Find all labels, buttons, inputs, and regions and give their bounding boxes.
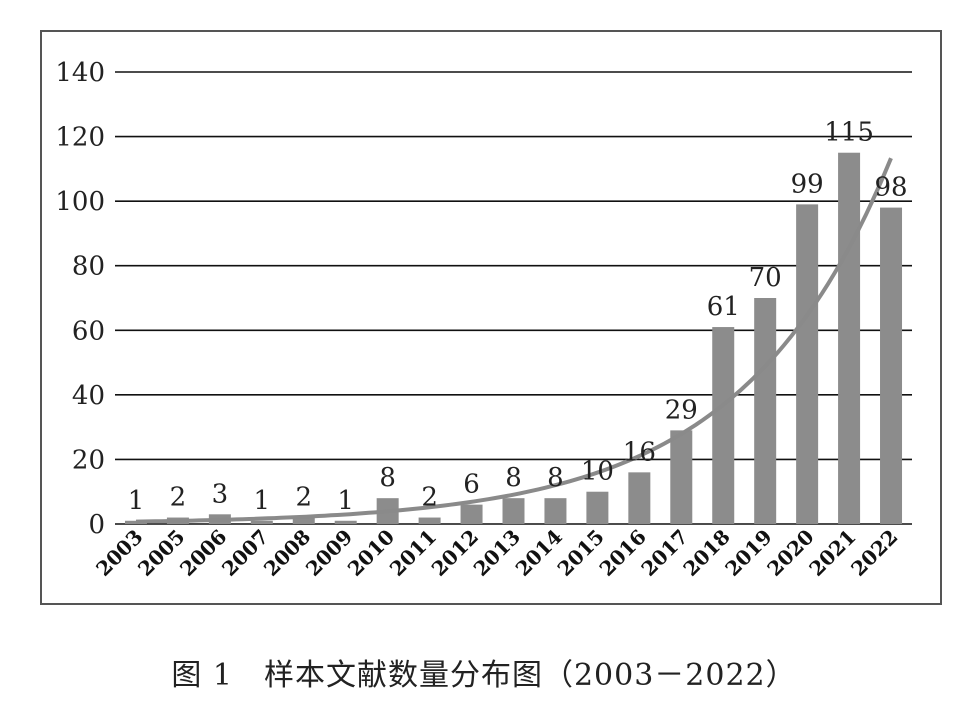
y-tick-label: 40 <box>72 381 105 411</box>
bar <box>544 498 567 524</box>
bar <box>124 520 147 524</box>
data-label: 2 <box>170 483 187 513</box>
data-label: 6 <box>463 470 480 500</box>
data-label: 1 <box>254 486 271 516</box>
x-tick-label: 2011 <box>385 525 441 581</box>
bar <box>460 504 483 524</box>
gridlines <box>115 71 912 525</box>
x-tick-label: 2022 <box>846 525 902 581</box>
bar <box>502 498 525 524</box>
data-label: 2 <box>421 483 438 513</box>
chart-frame <box>40 30 942 605</box>
x-tick-label: 2017 <box>636 525 692 581</box>
x-tick-label: 2009 <box>301 525 357 581</box>
data-label: 61 <box>707 292 740 322</box>
x-tick-label: 2019 <box>720 525 776 581</box>
x-tick-label: 2014 <box>511 525 567 581</box>
data-label: 1 <box>337 486 354 516</box>
x-tick-label: 2013 <box>469 525 525 581</box>
y-axis-tick-labels: 0 20 40 60 80 100 120 140 <box>55 58 105 540</box>
data-label: 70 <box>749 263 782 293</box>
y-tick-label: 100 <box>55 187 105 217</box>
x-tick-label: 2015 <box>553 525 609 581</box>
x-tick-label: 2012 <box>427 525 483 581</box>
bar <box>796 204 819 524</box>
x-tick-label: 2018 <box>678 525 734 581</box>
y-tick-label: 120 <box>55 123 105 153</box>
bar <box>292 517 315 524</box>
x-tick-label: 2021 <box>804 525 860 581</box>
y-tick-label: 60 <box>72 316 105 346</box>
data-label: 115 <box>824 118 874 148</box>
data-label: 2 <box>295 483 312 513</box>
data-label: 3 <box>212 479 229 509</box>
x-axis-tick-labels: 2003200520062007200820092010201120122013… <box>91 525 902 581</box>
x-tick-label: 2016 <box>595 525 651 581</box>
x-tick-label: 2005 <box>133 525 189 581</box>
bar <box>838 152 861 524</box>
bar <box>670 430 693 524</box>
bar <box>628 472 651 524</box>
bar <box>250 520 273 524</box>
bars <box>124 152 903 524</box>
data-label: 10 <box>581 457 614 487</box>
data-label: 8 <box>547 463 564 493</box>
x-tick-label: 2010 <box>343 525 399 581</box>
x-tick-label: 2006 <box>175 525 231 581</box>
trendline <box>135 157 893 524</box>
bar <box>334 520 357 524</box>
bar <box>754 298 777 524</box>
data-label: 99 <box>791 169 824 199</box>
y-tick-label: 0 <box>88 510 105 540</box>
y-tick-label: 80 <box>72 252 105 282</box>
data-label: 98 <box>874 173 907 203</box>
y-tick-label: 140 <box>55 58 105 88</box>
data-label: 29 <box>665 395 698 425</box>
bar <box>418 517 441 524</box>
x-tick-label: 2007 <box>217 525 273 581</box>
data-label: 16 <box>623 437 656 467</box>
x-tick-label: 2008 <box>259 525 315 581</box>
data-label: 1 <box>128 486 145 516</box>
figure-caption: 图 1 样本文献数量分布图（2003－2022） <box>171 658 797 693</box>
bar <box>880 207 903 524</box>
x-tick-label: 2020 <box>762 525 818 581</box>
y-tick-label: 20 <box>72 445 105 475</box>
data-label: 8 <box>379 463 396 493</box>
bar <box>712 327 735 524</box>
bar <box>586 491 609 524</box>
data-label: 8 <box>505 463 522 493</box>
